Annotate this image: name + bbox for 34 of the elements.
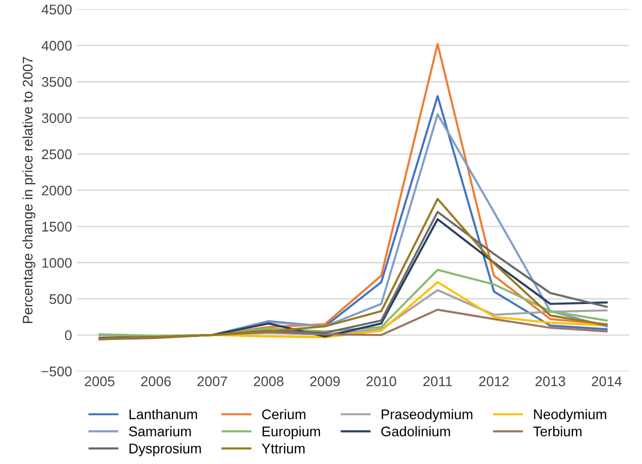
x-tick-label: 2007 (198, 376, 228, 386)
legend-label: Cerium (262, 409, 306, 420)
line-series (98, 268, 608, 337)
y-tick-label: 1000 (42, 258, 72, 268)
legend-label: Dysprosium (130, 443, 201, 456)
y-tick-label: −500 (42, 366, 72, 376)
legend-label: Neodymium (534, 409, 606, 422)
y-axis-title: Percentage change in price relative to 2007 (22, 56, 36, 324)
legend-label: Lanthanum (130, 409, 198, 420)
legend-label: Praseodymium (382, 409, 472, 422)
line-series (98, 308, 608, 340)
y-tick-label: 4000 (42, 40, 72, 51)
y-tick-label: 500 (50, 294, 72, 304)
y-tick-label: 3000 (42, 113, 72, 124)
x-tick-label: 2006 (141, 376, 171, 386)
y-tick-label: 1500 (42, 222, 72, 232)
legend-label: Europium (262, 426, 320, 440)
x-tick-label: 2009 (310, 376, 340, 386)
legend-label: Gadolinium (381, 426, 450, 436)
x-tick-label: 2012 (479, 376, 509, 386)
x-tick-label: 2010 (366, 376, 396, 386)
x-tick-label: 2005 (84, 376, 114, 386)
y-tick-label: 0 (65, 330, 72, 340)
y-tick-label: 4500 (42, 4, 72, 14)
x-tick-label: 2011 (423, 376, 452, 386)
legend-label: Terbium (533, 426, 582, 436)
x-tick-label: 2008 (254, 376, 284, 386)
legend-label: Yttrium (262, 443, 305, 454)
legend-label: Samarium (129, 426, 191, 436)
x-tick-label: 2013 (536, 376, 566, 386)
y-tick-label: 2000 (42, 186, 72, 196)
y-tick-label: 3500 (42, 77, 72, 87)
x-tick-label: 2014 (592, 376, 622, 386)
y-tick-label: 2500 (42, 149, 72, 160)
